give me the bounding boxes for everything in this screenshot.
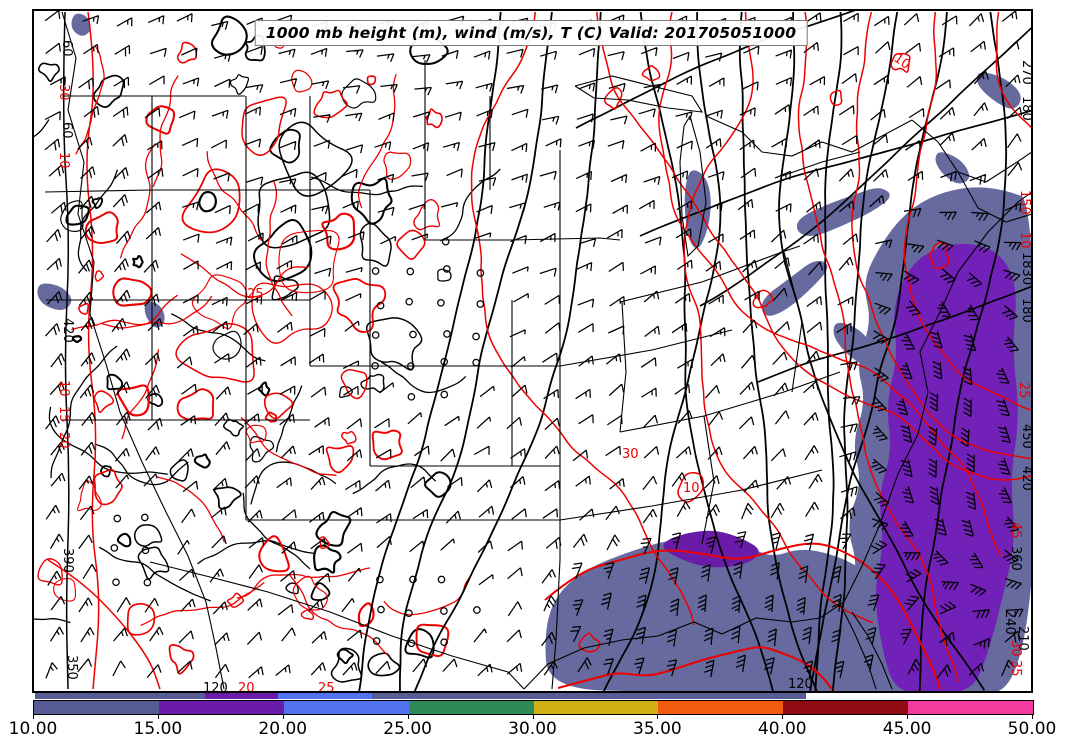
contour-label: 360	[1008, 546, 1023, 571]
colorbar-tick	[1032, 715, 1033, 719]
contour-label: 20	[56, 432, 71, 449]
contour-label: 60	[59, 40, 74, 57]
shaded-patch-northeast-1	[976, 72, 1021, 109]
contour-label: 10	[56, 152, 71, 169]
colorbar-segment-40.00	[783, 701, 909, 714]
colorbar-tick	[532, 715, 534, 719]
colorbar-segment-15.00	[158, 701, 284, 714]
colorbar-segment-20.00	[283, 701, 409, 714]
wind-barbs	[44, 10, 1024, 679]
contour-label: 120	[788, 677, 813, 692]
contour-label: 10	[683, 481, 700, 496]
contour-label: 30	[56, 84, 71, 101]
contour-label: 35	[1008, 660, 1023, 677]
colorbar-tick-label: 35.00	[633, 719, 682, 739]
contour-label: 25	[247, 287, 264, 302]
shading-strip	[35, 693, 205, 699]
contour-label: 10	[56, 380, 71, 397]
colorbar-tick-label: 20.00	[258, 719, 308, 739]
shaded-patch-west-2	[144, 301, 165, 328]
colorbar-tick-label: 25.00	[383, 719, 432, 739]
colorbar-tick-label: 10.00	[8, 719, 58, 739]
contour-label: 420	[60, 318, 75, 343]
contour-label: 150	[1017, 190, 1032, 215]
shading-strip	[205, 693, 278, 699]
contour-label: 20	[238, 681, 255, 696]
shaded-patch-appalachia-2	[761, 260, 828, 316]
contour-label: 420	[1019, 466, 1034, 491]
contour-label: 30	[622, 447, 639, 462]
contour-label: 270	[1019, 60, 1034, 85]
colorbar-tick	[282, 715, 284, 719]
map-title-text: 1000 mb height (m), wind (m/s), T (C) Va…	[265, 24, 797, 42]
terrain-contours	[33, 15, 501, 683]
contour-label: 10	[1017, 232, 1032, 249]
contour-label: 390	[60, 548, 75, 573]
contour-label: 15	[56, 406, 71, 423]
colorbar-segment-30.00	[533, 701, 659, 714]
contour-label: 180	[1019, 298, 1034, 323]
colorbar-tick-label: 50.00	[1007, 719, 1057, 739]
colorbar-tick	[782, 715, 784, 719]
colorbar-segment-45.00	[908, 701, 1033, 714]
contour-label: 60	[59, 122, 74, 139]
colorbar-tick-label: 40.00	[757, 719, 807, 739]
colorbar-tick	[657, 715, 659, 719]
shaded-patch-northeast-2	[935, 152, 970, 184]
colorbar-tick-label: 45.00	[882, 719, 932, 739]
colorbar-tick	[157, 715, 159, 719]
colorbar-tick	[33, 715, 34, 719]
contour-label: 210	[1015, 626, 1030, 651]
colorbar	[33, 700, 1034, 715]
contour-labels: 60 30 60 10 420 10 15 20 390 350 270 180 150 10 1830 18…	[56, 40, 1034, 696]
state-boundaries	[44, 11, 1032, 690]
contour-label: 240	[1002, 610, 1017, 635]
contour-label: 45	[1008, 522, 1023, 539]
colorbar-tick	[407, 715, 409, 719]
contour-label: 180	[1019, 96, 1034, 121]
contour-label: 1830	[1019, 252, 1034, 285]
contour-label: 450	[1019, 424, 1034, 449]
contour-label: 350	[64, 655, 79, 680]
temperature-contours	[47, 11, 1032, 690]
colorbar-tick-label: 15.00	[133, 719, 183, 739]
contour-label: 30	[1008, 640, 1023, 657]
shaded-patch-northwest	[71, 13, 91, 36]
map-title-box: 1000 mb height (m), wind (m/s), T (C) Va…	[254, 20, 808, 46]
shading-strip	[278, 693, 372, 699]
colorbar-tick-label: 30.00	[508, 719, 557, 739]
contour-label: 25	[1016, 382, 1031, 399]
shading-strip	[372, 693, 806, 699]
map-frame	[32, 9, 1033, 693]
colorbar-segment-35.00	[658, 701, 784, 714]
contour-label: 25	[318, 681, 335, 696]
colorbar-segment-10.00	[34, 701, 159, 714]
colorbar-segment-25.00	[408, 701, 534, 714]
contour-label: 120	[203, 681, 228, 696]
colorbar-tick	[907, 715, 909, 719]
